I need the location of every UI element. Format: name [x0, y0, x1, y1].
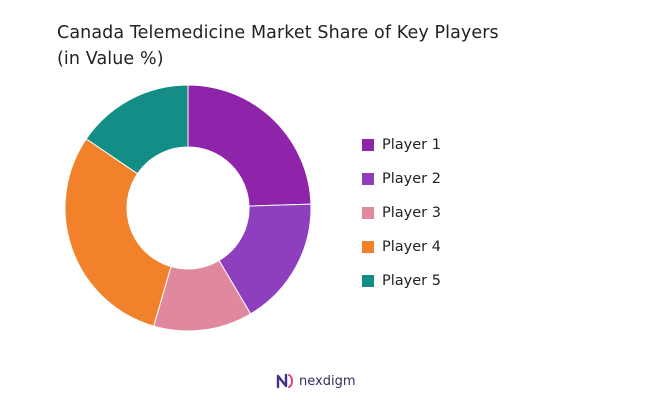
legend-item-player-1[interactable]: Player 1 [362, 128, 441, 162]
legend-item-player-2[interactable]: Player 2 [362, 162, 441, 196]
donut-slice-player-5[interactable] [85, 84, 189, 175]
legend-item-player-5[interactable]: Player 5 [362, 264, 441, 298]
legend-swatch [362, 275, 374, 287]
legend-item-player-4[interactable]: Player 4 [362, 230, 441, 264]
legend-label: Player 1 [382, 137, 441, 153]
legend-label: Player 4 [382, 239, 441, 255]
chart-title: Canada Telemedicine Market Share of Key … [57, 20, 499, 72]
nexdigm-logo-icon [276, 373, 293, 389]
brand-logo: nexdigm [275, 372, 355, 390]
legend-item-player-3[interactable]: Player 3 [362, 196, 441, 230]
chart-legend: Player 1 Player 2 Player 3 Player 4 Play… [362, 128, 441, 298]
legend-swatch [362, 173, 374, 185]
legend-label: Player 2 [382, 171, 441, 187]
donut-slice-player-4[interactable] [64, 138, 172, 327]
donut-slice-player-1[interactable] [187, 84, 312, 207]
legend-label: Player 5 [382, 273, 441, 289]
legend-swatch [362, 241, 374, 253]
brand-name: nexdigm [299, 373, 356, 389]
chart-title-line-1: Canada Telemedicine Market Share of Key … [57, 23, 499, 43]
legend-swatch [362, 207, 374, 219]
chart-title-line-2: (in Value %) [57, 49, 164, 69]
legend-swatch [362, 139, 374, 151]
legend-label: Player 3 [382, 205, 441, 221]
